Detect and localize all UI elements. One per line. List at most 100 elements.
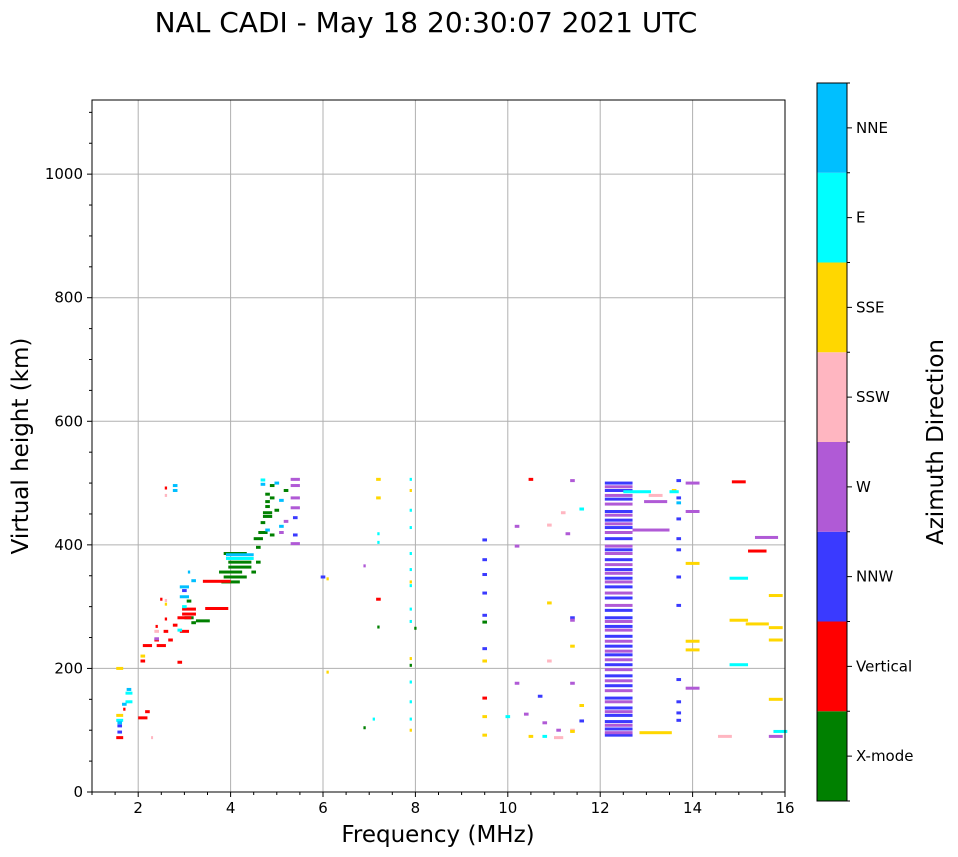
data-point xyxy=(748,549,767,553)
data-point xyxy=(729,618,749,622)
data-point xyxy=(409,680,412,684)
data-point xyxy=(676,517,682,521)
data-point xyxy=(685,639,700,643)
data-point xyxy=(648,493,663,497)
data-point xyxy=(290,496,300,500)
x-tick-label: 4 xyxy=(226,799,236,817)
data-point xyxy=(274,508,280,512)
data-point xyxy=(604,488,633,492)
data-point xyxy=(116,718,124,722)
data-point xyxy=(320,575,326,579)
data-point xyxy=(195,619,210,623)
data-point xyxy=(604,531,633,534)
data-point xyxy=(292,516,298,520)
data-point xyxy=(570,681,575,685)
data-point xyxy=(260,482,266,486)
data-point xyxy=(676,496,682,500)
data-point xyxy=(604,658,633,662)
data-point xyxy=(604,571,633,575)
data-point xyxy=(274,481,280,485)
data-point xyxy=(290,477,300,481)
data-point xyxy=(326,577,329,581)
data-point xyxy=(604,568,633,572)
data-point xyxy=(363,726,366,730)
x-tick-label: 14 xyxy=(683,799,702,817)
data-point xyxy=(116,736,124,740)
colorbar-frame xyxy=(816,82,848,802)
data-point xyxy=(676,678,682,682)
data-point xyxy=(676,479,682,483)
data-point xyxy=(604,563,633,567)
data-point xyxy=(482,573,488,577)
data-point xyxy=(409,580,412,584)
data-point xyxy=(729,663,749,667)
series-w xyxy=(154,477,783,738)
data-point xyxy=(126,687,132,691)
data-point xyxy=(604,700,633,704)
data-point xyxy=(145,710,150,714)
data-point xyxy=(283,519,289,523)
data-point xyxy=(269,496,275,500)
data-point xyxy=(556,728,561,732)
data-point xyxy=(179,629,190,633)
data-point xyxy=(409,728,412,732)
data-point xyxy=(676,711,682,715)
data-point xyxy=(685,648,700,652)
data-point xyxy=(579,704,585,707)
data-point xyxy=(256,560,261,564)
data-point xyxy=(168,638,173,642)
data-point xyxy=(179,595,190,599)
data-point xyxy=(604,668,633,672)
data-point xyxy=(768,626,783,630)
data-point xyxy=(172,623,178,627)
data-point xyxy=(570,644,575,648)
data-point xyxy=(604,509,633,513)
data-point xyxy=(482,613,488,617)
data-point xyxy=(604,663,633,667)
data-point xyxy=(409,477,412,481)
data-point xyxy=(179,585,190,589)
data-point xyxy=(570,729,575,733)
colorbar-swatch xyxy=(817,83,847,173)
data-point xyxy=(604,544,633,548)
data-point xyxy=(729,576,749,580)
data-point xyxy=(604,684,633,688)
data-point xyxy=(160,597,163,601)
data-point xyxy=(604,481,633,485)
data-point xyxy=(164,598,168,602)
data-point xyxy=(279,498,284,502)
data-point xyxy=(409,700,412,704)
series-nnw xyxy=(117,479,682,737)
data-point xyxy=(604,713,633,717)
colorbar-label: Azimuth Direction xyxy=(923,339,949,545)
data-point xyxy=(604,548,633,552)
data-point xyxy=(604,580,633,584)
data-point xyxy=(604,518,633,522)
data-point xyxy=(604,679,633,683)
data-point xyxy=(685,509,700,513)
data-point xyxy=(409,584,412,588)
data-point xyxy=(262,514,273,518)
data-point xyxy=(604,616,633,620)
data-point xyxy=(205,606,229,610)
colorbar-swatch xyxy=(817,531,847,622)
data-point xyxy=(155,624,158,628)
data-point xyxy=(377,540,380,544)
data-point xyxy=(228,560,252,564)
data-point xyxy=(676,603,682,607)
data-point xyxy=(676,548,682,552)
data-point xyxy=(187,570,191,574)
y-axis: 0 200 400 600 800 1000 xyxy=(45,111,92,801)
data-point xyxy=(154,637,159,641)
data-point xyxy=(547,523,552,527)
colorbar: X-mode Vertical NNW W SSW SSE E NNE xyxy=(816,82,913,802)
data-point xyxy=(537,694,543,698)
data-point xyxy=(482,591,488,595)
colorbar-label-sse: SSE xyxy=(856,298,885,316)
data-point xyxy=(279,524,284,528)
x-tick-label: 2 xyxy=(133,799,143,817)
data-point xyxy=(676,501,682,505)
data-point xyxy=(718,734,732,738)
data-point xyxy=(514,681,520,685)
data-point xyxy=(482,538,488,542)
